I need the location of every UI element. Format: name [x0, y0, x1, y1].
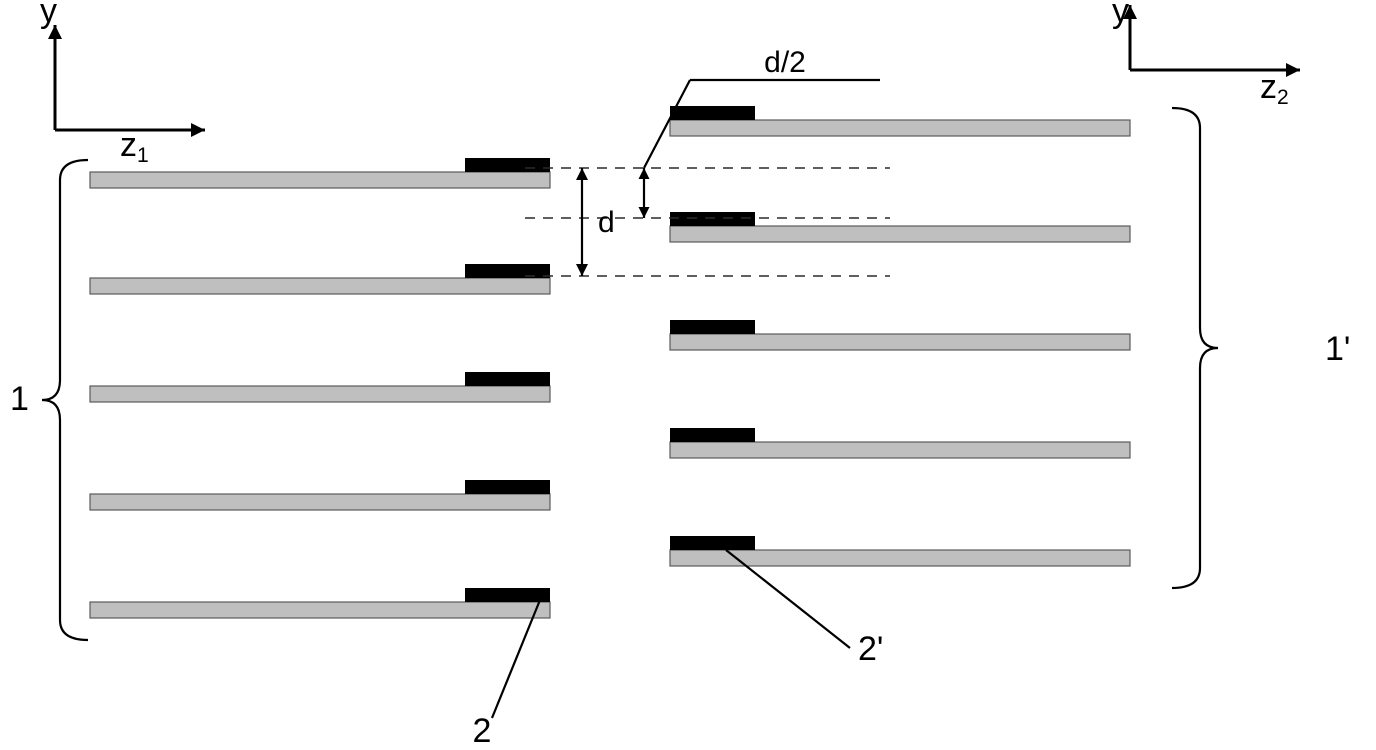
plate-tip	[670, 320, 755, 334]
arrowhead	[191, 123, 205, 137]
plate-body	[90, 172, 550, 188]
z2-label: z2	[1260, 68, 1289, 109]
arrowhead	[576, 264, 588, 276]
y-left-label: y	[40, 0, 57, 30]
plate-tip	[670, 212, 755, 226]
z1-label: z1	[120, 126, 149, 167]
plate-tip	[465, 372, 550, 386]
plate-body	[670, 120, 1130, 136]
plate-body	[670, 442, 1130, 458]
label-1-prime: 1'	[1325, 330, 1350, 368]
brace-right	[1172, 108, 1218, 588]
brace-left	[42, 160, 88, 640]
label-1: 1	[10, 380, 29, 418]
plate-tip	[465, 588, 550, 602]
left-plate-4	[90, 588, 550, 618]
arrowhead	[576, 168, 588, 180]
plate-body	[90, 602, 550, 618]
plate-tip	[465, 480, 550, 494]
plate-tip	[670, 536, 755, 550]
arrowhead	[1286, 63, 1300, 77]
plate-body	[90, 494, 550, 510]
left-plate-0	[90, 158, 550, 188]
plate-tip	[465, 264, 550, 278]
plate-body	[90, 386, 550, 402]
label-2: 2	[473, 712, 492, 750]
left-plate-1	[90, 264, 550, 294]
right-plate-0	[670, 106, 1130, 136]
plate-tip	[670, 106, 755, 120]
right-plate-2	[670, 320, 1130, 350]
right-plate-1	[670, 212, 1130, 242]
plate-body	[90, 278, 550, 294]
arrowhead	[639, 168, 650, 179]
left-plate-3	[90, 480, 550, 510]
plate-body	[670, 334, 1130, 350]
plate-tip	[465, 158, 550, 172]
y-right-label: y	[1112, 0, 1129, 30]
plate-tip	[670, 428, 755, 442]
left-plate-2	[90, 372, 550, 402]
plate-body	[670, 550, 1130, 566]
plate-body	[670, 226, 1130, 242]
arrowhead	[639, 207, 650, 218]
right-plate-3	[670, 428, 1130, 458]
label-2-prime: 2'	[858, 630, 883, 668]
dim-d-label: d	[598, 206, 615, 239]
dhalf-label: d/2	[764, 46, 806, 79]
